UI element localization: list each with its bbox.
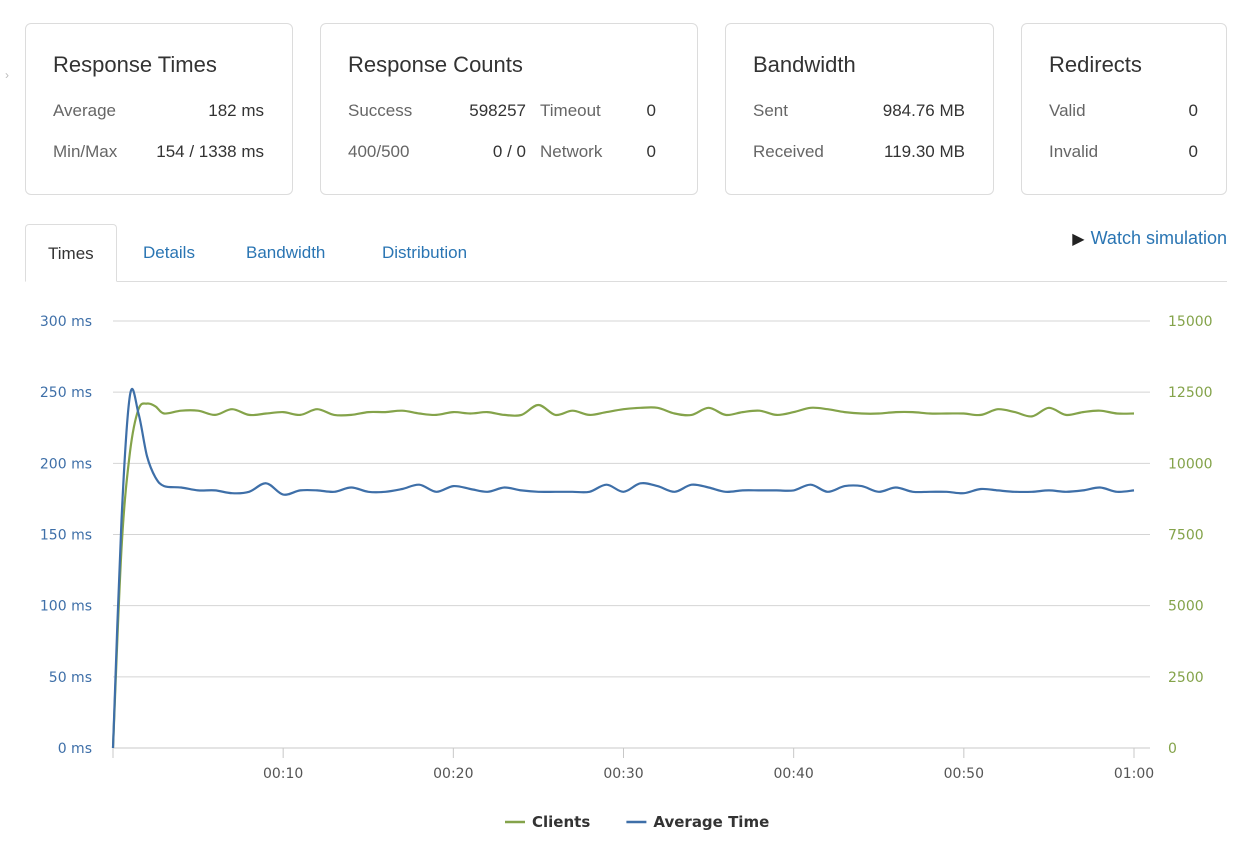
y-right-tick-label: 5000: [1168, 599, 1204, 615]
legend-label-clients: Clients: [532, 813, 590, 831]
average-label: Average: [53, 101, 117, 120]
valid-label: Valid: [1049, 101, 1086, 120]
y-left-tick-label: 300 ms: [40, 314, 92, 330]
tab-bandwidth[interactable]: Bandwidth: [246, 243, 326, 262]
y-left-tick-label: 50 ms: [49, 670, 92, 686]
minmax-label: Min/Max: [53, 142, 118, 161]
network-label: Network: [540, 142, 603, 161]
invalid-label: Invalid: [1049, 142, 1099, 161]
average-value: 182 ms: [208, 101, 264, 120]
y-axis-left: 0 ms 50 ms 100 ms 150 ms 200 ms 250 ms 300 ms: [40, 314, 92, 757]
success-label: Success: [348, 101, 413, 120]
network-value: 0: [646, 142, 656, 161]
timeout-label: Timeout: [540, 101, 601, 120]
y-right-tick-label: 12500: [1168, 385, 1213, 401]
sent-value: 984.76 MB: [882, 101, 965, 120]
play-icon: ▶: [1072, 231, 1085, 248]
x-axis: 00:10 00:20 00:30 00:40 00:50 01:00: [112, 748, 1154, 782]
y-left-tick-label: 0 ms: [58, 741, 92, 757]
error-400-500-value: 0 / 0: [492, 142, 526, 161]
x-tick-label: 00:50: [944, 766, 984, 782]
watch-simulation-link[interactable]: ▶ Watch simulation: [1072, 228, 1227, 249]
sent-label: Sent: [753, 101, 788, 120]
received-value: 119.30 MB: [884, 142, 965, 161]
x-tick-label: 00:40: [773, 766, 813, 782]
tab-details[interactable]: Details: [143, 243, 195, 262]
minmax-value: 154 / 1338 ms: [156, 142, 264, 161]
chart-tabs: Times Details Bandwidth Distribution: [25, 224, 1227, 282]
redirects-card: Redirects Valid 0 Invalid 0: [1021, 23, 1227, 195]
success-value: 598257: [469, 101, 526, 120]
chart-legend: Clients Average Time: [505, 813, 769, 831]
y-axis-right: 0 2500 5000 7500 10000 12500 15000: [1168, 314, 1213, 757]
watch-simulation-label: Watch simulation: [1090, 228, 1227, 248]
clients-series-line: [111, 402, 1135, 749]
response-counts-title: Response Counts: [348, 52, 523, 77]
y-left-tick-label: 250 ms: [40, 385, 92, 401]
x-tick-label: 01:00: [1114, 766, 1154, 782]
legend-label-average-time: Average Time: [653, 813, 769, 831]
y-right-tick-label: 2500: [1168, 670, 1204, 686]
x-tick-label: 00:10: [263, 766, 303, 782]
valid-value: 0: [1188, 101, 1198, 120]
tab-times[interactable]: Times: [25, 224, 117, 282]
response-counts-card: Response Counts Success 598257 Timeout 0…: [320, 23, 698, 195]
bandwidth-title: Bandwidth: [753, 52, 856, 77]
response-times-card: Response Times Average 182 ms Min/Max 15…: [25, 23, 293, 195]
series-lines: [111, 387, 1135, 749]
y-left-tick-label: 100 ms: [40, 599, 92, 615]
received-label: Received: [753, 142, 824, 161]
x-tick-label: 00:30: [603, 766, 643, 782]
average-time-series-line: [111, 387, 1135, 749]
y-right-tick-label: 0: [1168, 741, 1177, 757]
y-right-tick-label: 7500: [1168, 528, 1204, 544]
bandwidth-card: Bandwidth Sent 984.76 MB Received 119.30…: [725, 23, 994, 195]
error-400-500-label: 400/500: [348, 142, 410, 161]
tab-distribution[interactable]: Distribution: [382, 243, 468, 262]
chart-grid: [113, 320, 1150, 749]
response-times-title: Response Times: [53, 52, 217, 77]
y-left-tick-label: 200 ms: [40, 456, 92, 472]
y-right-tick-label: 10000: [1168, 456, 1213, 472]
collapse-caret-icon[interactable]: ›: [5, 68, 9, 82]
y-left-tick-label: 150 ms: [40, 528, 92, 544]
y-right-tick-label: 15000: [1168, 314, 1213, 330]
invalid-value: 0: [1188, 142, 1198, 161]
redirects-title: Redirects: [1049, 52, 1142, 77]
timeout-value: 0: [646, 101, 656, 120]
x-tick-label: 00:20: [433, 766, 473, 782]
